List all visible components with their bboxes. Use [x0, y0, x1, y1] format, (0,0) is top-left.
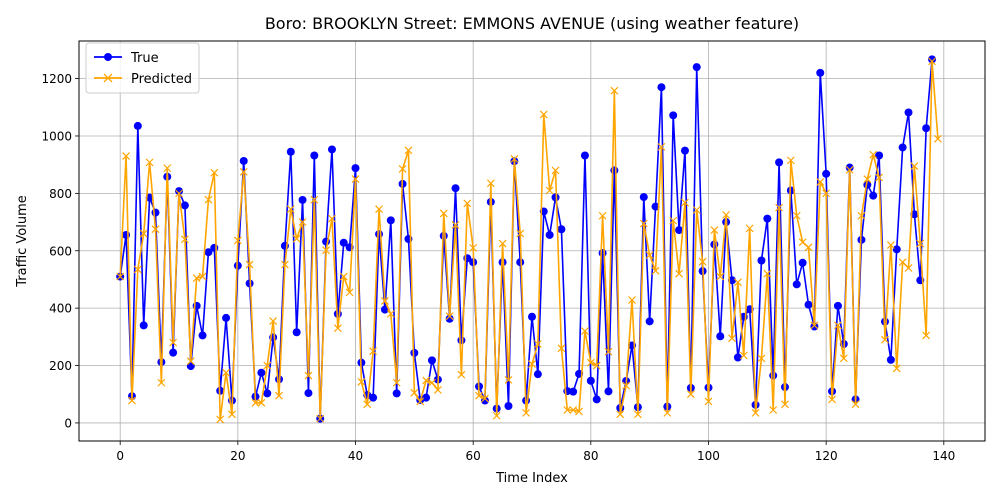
data-point-true — [352, 164, 360, 172]
data-point-true — [657, 83, 665, 91]
data-point-true — [410, 349, 418, 357]
y-tick-label: 0 — [64, 416, 72, 430]
y-tick-label: 600 — [49, 244, 72, 258]
data-point-true — [222, 314, 230, 322]
data-point-true — [581, 151, 589, 159]
data-point-true — [869, 192, 877, 200]
y-tick-label: 800 — [49, 187, 72, 201]
data-point-true — [457, 336, 465, 344]
data-point-true — [546, 231, 554, 239]
data-point-true — [599, 249, 607, 257]
data-point-true — [534, 370, 542, 378]
legend-label-true: True — [130, 51, 159, 66]
data-point-true — [640, 193, 648, 201]
data-point-true — [793, 280, 801, 288]
data-point-true — [240, 157, 248, 165]
data-point-true — [375, 230, 383, 238]
data-point-true — [587, 377, 595, 385]
data-point-true — [257, 369, 265, 377]
data-point-true — [287, 148, 295, 156]
data-point-true — [557, 225, 565, 233]
data-point-true — [181, 201, 189, 209]
data-point-true — [716, 332, 724, 340]
x-tick-label: 60 — [466, 449, 481, 463]
y-axis-label: Traffic Volume — [15, 195, 30, 288]
data-point-true — [610, 166, 618, 174]
data-point-true — [893, 245, 901, 253]
data-point-true — [293, 328, 301, 336]
data-point-true — [757, 257, 765, 265]
legend-marker-true — [104, 53, 112, 61]
data-point-true — [528, 313, 536, 321]
data-point-true — [669, 111, 677, 119]
data-point-true — [763, 215, 771, 223]
y-tick-label: 200 — [49, 359, 72, 373]
data-point-true — [693, 63, 701, 71]
data-point-true — [151, 209, 159, 217]
x-axis-label: Time Index — [495, 471, 568, 486]
data-point-true — [805, 301, 813, 309]
data-point-true — [304, 389, 312, 397]
data-point-true — [775, 158, 783, 166]
data-point-true — [816, 69, 824, 77]
y-tick-label: 1000 — [41, 129, 72, 143]
data-point-true — [799, 259, 807, 267]
x-tick-label: 40 — [348, 449, 363, 463]
data-point-true — [905, 108, 913, 116]
data-point-true — [593, 395, 601, 403]
y-tick-label: 400 — [49, 302, 72, 316]
data-point-true — [769, 372, 777, 380]
data-point-true — [140, 321, 148, 329]
legend-label-predicted: Predicted — [131, 72, 192, 87]
data-point-true — [387, 216, 395, 224]
data-point-true — [199, 331, 207, 339]
data-point-true — [310, 151, 318, 159]
data-point-true — [887, 356, 895, 364]
data-point-true — [328, 145, 336, 153]
data-point-true — [822, 170, 830, 178]
x-tick-label: 0 — [116, 449, 124, 463]
data-point-true — [516, 258, 524, 266]
data-point-true — [299, 196, 307, 204]
x-tick-label: 120 — [815, 449, 838, 463]
data-point-true — [899, 143, 907, 151]
chart-title: Boro: BROOKLYN Street: EMMONS AVENUE (us… — [265, 14, 799, 33]
x-tick-label: 80 — [583, 449, 598, 463]
data-point-true — [834, 302, 842, 310]
data-point-true — [169, 349, 177, 357]
data-point-true — [263, 389, 271, 397]
data-point-true — [210, 244, 218, 252]
data-point-true — [681, 147, 689, 155]
legend: True Predicted — [86, 43, 199, 93]
x-tick-label: 20 — [230, 449, 245, 463]
x-tick-label: 100 — [697, 449, 720, 463]
data-point-true — [122, 231, 130, 239]
x-tick-label: 140 — [932, 449, 955, 463]
data-point-true — [734, 353, 742, 361]
data-point-true — [922, 124, 930, 132]
y-tick-label: 1200 — [41, 72, 72, 86]
data-point-true — [646, 317, 654, 325]
data-point-true — [569, 388, 577, 396]
data-point-true — [428, 356, 436, 364]
data-point-true — [504, 402, 512, 410]
data-point-true — [393, 389, 401, 397]
data-point-true — [134, 122, 142, 130]
data-point-true — [452, 184, 460, 192]
data-point-true — [604, 387, 612, 395]
